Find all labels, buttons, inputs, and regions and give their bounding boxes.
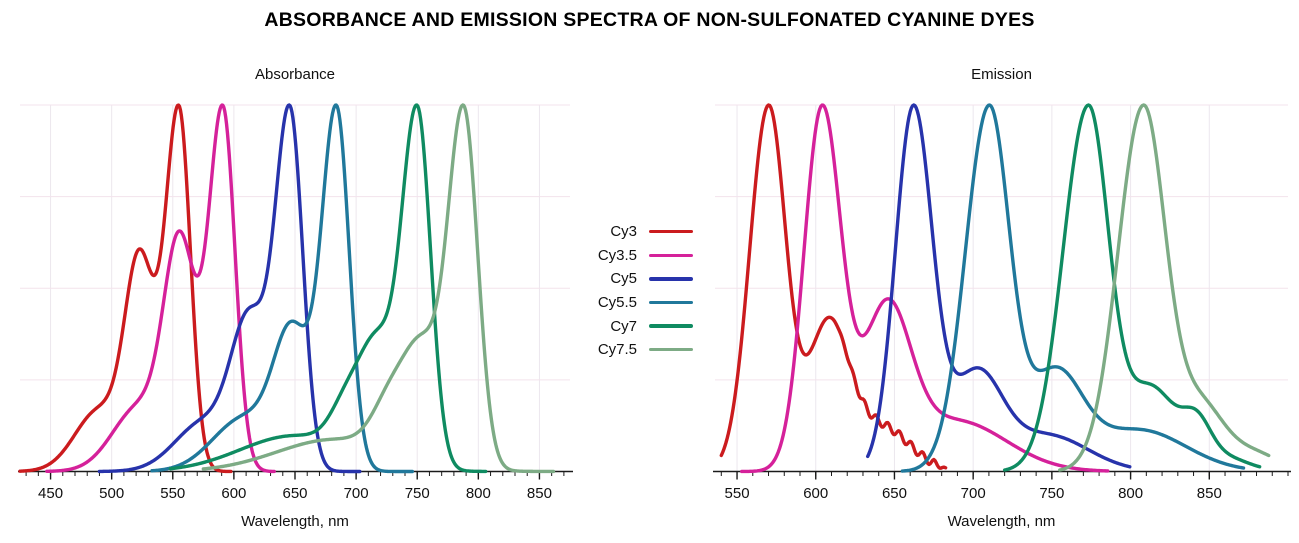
legend-color-swatch — [649, 230, 693, 234]
emission-chart-title: Emission — [971, 66, 1032, 83]
legend-item-cy3: Cy3 — [577, 220, 693, 244]
legend-item-cy5-5: Cy5.5 — [577, 291, 693, 315]
legend-label: Cy7.5 — [597, 341, 637, 359]
legend-label: Cy5.5 — [597, 294, 637, 312]
x-tick-label: 550 — [725, 485, 750, 502]
page-title: ABSORBANCE AND EMISSION SPECTRA OF NON-S… — [264, 9, 1035, 31]
legend-color-swatch — [649, 348, 693, 352]
spectrum-curve-cy5 — [97, 103, 362, 474]
legend-label: Cy3.5 — [597, 246, 637, 264]
x-tick-label: 650 — [282, 485, 307, 502]
x-tick-label: 700 — [961, 485, 986, 502]
legend-item-cy7: Cy7 — [577, 314, 693, 338]
spectrum-curve-cy3-5 — [740, 103, 1110, 474]
x-tick-label: 800 — [466, 485, 491, 502]
legend-color-swatch — [649, 324, 693, 328]
x-tick-label: 750 — [405, 485, 430, 502]
spectrum-curve-cy3 — [719, 103, 948, 470]
x-tick-label: 500 — [99, 485, 124, 502]
spectrum-curve-cy7 — [1002, 103, 1262, 472]
legend-color-swatch — [649, 253, 693, 258]
x-tick-label: 850 — [1197, 485, 1222, 502]
legend-item-cy5: Cy5 — [577, 267, 693, 291]
x-tick-label: 600 — [803, 485, 828, 502]
x-tick-label: 700 — [344, 485, 369, 502]
x-tick-label: 800 — [1118, 485, 1143, 502]
x-tick-label: 550 — [160, 485, 185, 502]
spectrum-curve-cy7-5 — [1058, 103, 1271, 472]
x-tick-label: 450 — [38, 485, 63, 502]
spectrum-curve-cy5 — [866, 103, 1132, 469]
legend-label: Cy3 — [610, 223, 637, 241]
x-tick-label: 650 — [882, 485, 907, 502]
absorbance-plot: 450 500 550 600 650 700 750 800 850 — [18, 103, 573, 502]
emission-x-axis-label: Wavelength, nm — [947, 513, 1056, 530]
legend-label: Cy5 — [610, 270, 637, 288]
emission-plot: 550 600 650 700 750 800 850 — [713, 103, 1291, 502]
legend-color-swatch — [649, 277, 693, 281]
legend-item-cy7-5: Cy7.5 — [577, 338, 693, 362]
spectrum-curve-cy5-5 — [150, 103, 415, 474]
spectrum-curve-cy3 — [18, 103, 233, 474]
legend-color-swatch — [649, 300, 693, 305]
spectrum-curve-cy5-5 — [900, 103, 1246, 473]
spectrum-curve-cy7-5 — [201, 103, 556, 474]
spectrum-curve-cy3-5 — [45, 103, 276, 474]
x-tick-label: 850 — [527, 485, 552, 502]
x-tick-label: 600 — [221, 485, 246, 502]
legend-label: Cy7 — [610, 317, 637, 335]
absorbance-chart-title: Absorbance — [254, 66, 336, 83]
legend: Cy3 Cy3.5 Cy5 Cy5.5 Cy7 Cy7.5 — [577, 220, 693, 362]
absorbance-x-axis-label: Wavelength, nm — [241, 513, 349, 530]
spectrum-curve-cy7 — [168, 103, 488, 474]
x-tick-label: 750 — [1039, 485, 1064, 502]
legend-item-cy3-5: Cy3.5 — [577, 244, 693, 268]
